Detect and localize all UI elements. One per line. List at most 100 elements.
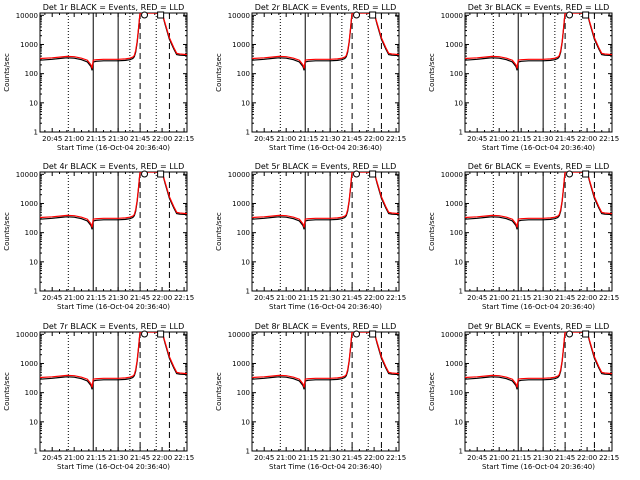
x-axis-label: Start Time (16-Oct-04 20:36:40) (269, 144, 382, 152)
plot-frame (251, 12, 400, 133)
markers (67, 172, 170, 291)
panel-det-1: Det 1r BLACK = Events, RED = LLD 1 10 100 10… (3, 3, 194, 152)
x-tick-label: 22:00 (577, 294, 597, 302)
series-lld-line (465, 172, 612, 228)
y-tick-label: 1000 (20, 41, 38, 49)
x-axis-label: Start Time (16-Oct-04 20:36:40) (482, 463, 595, 471)
y-axis-label: Counts/sec (215, 212, 223, 251)
y-tick-label: 10 (241, 99, 250, 107)
x-tick-label: 21:30 (320, 294, 340, 302)
y-tick-label: 10 (454, 99, 463, 107)
panel-det-2: Det 2r BLACK = Events, RED = LLD 1 10 100 10… (215, 3, 406, 152)
x-tick-label: 22:00 (152, 294, 172, 302)
x-tick-label: 21:45 (342, 135, 362, 143)
square-symbol (582, 170, 590, 178)
panel-title: Det 6r BLACK = Events, RED = LLD (468, 162, 610, 171)
plot-frame (39, 12, 188, 133)
x-tick-label: 22:15 (174, 294, 194, 302)
series-lld-line (465, 332, 612, 388)
circle-symbol (353, 330, 361, 338)
x-tick-label: 21:30 (533, 294, 553, 302)
data-lines (40, 172, 187, 230)
y-tick-label: 1 (246, 129, 250, 137)
square-symbol (157, 170, 165, 178)
y-tick-label: 1 (34, 288, 38, 296)
series-lld-line (40, 172, 187, 228)
markers (492, 332, 595, 451)
square-symbol (369, 170, 377, 178)
series-lld-line (252, 332, 399, 388)
y-axis-label: Counts/sec (428, 212, 436, 251)
x-tick-label: 21:30 (108, 294, 128, 302)
x-tick-label: 21:30 (533, 135, 553, 143)
x-tick-label: 21:45 (342, 454, 362, 462)
y-tick-label: 100 (237, 70, 250, 78)
x-axis-label: Start Time (16-Oct-04 20:36:40) (269, 463, 382, 471)
x-tick-label: 21:00 (64, 294, 84, 302)
y-tick-label: 10000 (16, 331, 38, 339)
x-tick-label: 22:00 (152, 135, 172, 143)
y-tick-label: 1 (34, 129, 38, 137)
panel-title: Det 1r BLACK = Events, RED = LLD (43, 3, 185, 12)
data-lines (252, 332, 399, 390)
panel-title: Det 4r BLACK = Events, RED = LLD (43, 162, 185, 171)
y-tick-label: 10000 (16, 171, 38, 179)
y-tick-label: 10000 (441, 12, 463, 20)
y-tick-label: 10 (29, 99, 38, 107)
x-tick-label: 21:00 (276, 135, 296, 143)
x-tick-label: 21:15 (298, 294, 318, 302)
x-tick-label: 21:30 (320, 135, 340, 143)
circle-symbol (566, 330, 574, 338)
circle-symbol (141, 11, 149, 19)
x-tick-label: 20:45 (42, 454, 62, 462)
panel-title: Det 3r BLACK = Events, RED = LLD (468, 3, 610, 12)
y-tick-label: 100 (450, 229, 463, 237)
markers (279, 332, 382, 451)
x-tick-label: 22:15 (599, 135, 619, 143)
x-tick-label: 21:00 (276, 454, 296, 462)
x-tick-label: 21:15 (511, 135, 531, 143)
square-symbol (369, 330, 377, 338)
data-lines (40, 332, 187, 390)
x-tick-label: 21:45 (342, 294, 362, 302)
y-axis-label: Counts/sec (3, 53, 11, 92)
x-tick-label: 20:45 (467, 294, 487, 302)
x-tick-label: 21:30 (108, 135, 128, 143)
circle-symbol (353, 11, 361, 19)
x-tick-label: 21:00 (64, 454, 84, 462)
y-tick-label: 1000 (20, 200, 38, 208)
square-symbol (369, 11, 377, 19)
y-tick-label: 10 (29, 258, 38, 266)
y-tick-label: 1000 (232, 41, 250, 49)
panel-title: Det 8r BLACK = Events, RED = LLD (255, 322, 397, 331)
x-tick-label: 21:30 (533, 454, 553, 462)
panel-det-9: Det 9r BLACK = Events, RED = LLD 1 10 100 10… (428, 322, 619, 471)
x-tick-label: 21:15 (86, 294, 106, 302)
panel-title: Det 7r BLACK = Events, RED = LLD (43, 322, 185, 331)
y-tick-label: 1000 (232, 200, 250, 208)
x-tick-label: 22:00 (364, 454, 384, 462)
y-tick-label: 1 (246, 288, 250, 296)
markers (492, 13, 595, 132)
circle-symbol (353, 170, 361, 178)
data-lines (465, 172, 612, 230)
data-lines (252, 13, 399, 71)
x-tick-label: 22:15 (599, 294, 619, 302)
markers (67, 13, 170, 132)
series-lld-line (252, 13, 399, 69)
circle-symbol (141, 170, 149, 178)
y-tick-label: 10 (454, 258, 463, 266)
y-tick-label: 10000 (228, 171, 250, 179)
y-tick-label: 100 (25, 229, 38, 237)
y-tick-label: 10000 (228, 331, 250, 339)
x-tick-label: 21:15 (298, 135, 318, 143)
data-lines (252, 172, 399, 230)
x-tick-label: 20:45 (467, 454, 487, 462)
y-tick-label: 1 (459, 129, 463, 137)
series-lld-line (40, 13, 187, 69)
plot-frame (464, 171, 613, 292)
x-tick-label: 21:45 (555, 135, 575, 143)
x-tick-label: 22:15 (174, 454, 194, 462)
x-tick-label: 21:00 (489, 294, 509, 302)
